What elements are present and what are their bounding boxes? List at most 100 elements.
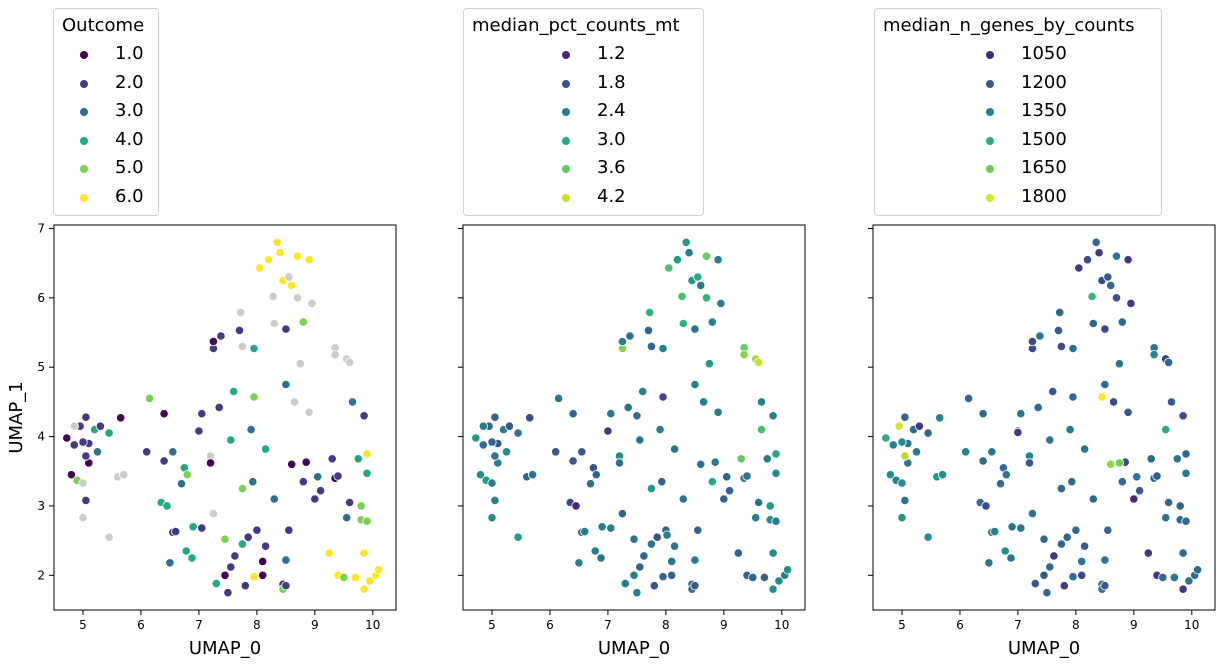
data-point [216, 331, 226, 341]
data-point [490, 412, 500, 422]
data-point [230, 551, 240, 561]
data-point [1056, 341, 1067, 351]
data-point [662, 530, 672, 540]
data-point [1082, 255, 1093, 265]
data-point [104, 532, 114, 542]
data-point [1161, 513, 1171, 523]
legend-marker [80, 79, 88, 88]
data-point [116, 413, 126, 423]
legend-marker [986, 108, 994, 116]
data-point [208, 508, 218, 519]
data-point [698, 397, 709, 407]
data-point [365, 576, 375, 586]
legend-marker [80, 165, 88, 173]
data-point [268, 291, 278, 302]
data-point [716, 298, 726, 308]
data-point [220, 534, 230, 544]
data-point [771, 516, 781, 526]
data-point [1007, 522, 1017, 532]
data-point [478, 421, 488, 431]
legend-label: 1800 [1021, 185, 1067, 207]
data-point [359, 584, 369, 594]
data-point [753, 497, 764, 508]
data-point [1033, 402, 1043, 412]
data-point [471, 433, 481, 443]
data-point [1027, 508, 1038, 519]
data-point [1109, 397, 1119, 407]
data-point [1091, 237, 1101, 247]
data-point [159, 456, 169, 466]
data-point [1062, 532, 1072, 542]
data-point [252, 525, 262, 535]
x-tick-label: 5 [898, 618, 906, 632]
data-point [678, 494, 688, 504]
data-point [1068, 343, 1078, 354]
data-point [281, 379, 291, 390]
data-point [1166, 397, 1177, 407]
data-point [162, 501, 172, 511]
y-tick-label: 7 [37, 221, 45, 235]
data-point [724, 486, 735, 496]
data-point [119, 470, 129, 480]
data-point [333, 471, 343, 481]
data-point [1027, 336, 1038, 347]
legend-marker [80, 108, 88, 116]
data-point [1024, 458, 1035, 468]
data-point [643, 325, 654, 335]
x-axis-label: UMAP_0 [598, 638, 670, 659]
data-point [69, 440, 79, 450]
data-point [269, 494, 279, 504]
data-point [690, 324, 700, 334]
legend-marker [562, 136, 570, 145]
data-point [145, 393, 155, 403]
data-point [1129, 494, 1139, 504]
data-point [81, 451, 91, 461]
data-point [981, 501, 991, 511]
x-tick-label: 8 [662, 618, 670, 632]
data-point [248, 477, 258, 487]
data-point [205, 458, 216, 468]
data-point [284, 272, 294, 282]
x-tick-label: 9 [311, 618, 319, 632]
data-point [748, 572, 758, 583]
x-tick-label: 6 [956, 618, 964, 632]
data-point [1042, 588, 1052, 598]
data-point [1123, 407, 1133, 417]
data-point [639, 551, 649, 561]
data-point [597, 522, 607, 532]
data-point [603, 426, 613, 436]
data-point [1149, 350, 1159, 360]
x-tick-label: 5 [488, 618, 496, 632]
data-point [211, 578, 221, 589]
data-point [260, 444, 271, 454]
data-point [978, 409, 988, 419]
data-point [1074, 263, 1084, 273]
y-axis-label: UMAP_1 [6, 381, 27, 453]
data-point [591, 470, 601, 480]
legend-title: median_n_genes_by_counts [883, 15, 1135, 36]
x-tick-label: 10 [365, 618, 380, 632]
data-point [310, 494, 320, 504]
data-point [580, 526, 590, 537]
legend-label: 5.0 [115, 157, 144, 178]
axes-frame [53, 224, 397, 611]
data-point [298, 477, 308, 487]
data-point [298, 317, 308, 327]
data-point [1006, 553, 1016, 563]
data-point [187, 553, 197, 563]
data-point [307, 298, 317, 308]
data-point [104, 428, 114, 438]
data-point [553, 393, 564, 403]
data-point [645, 307, 655, 317]
data-point [782, 565, 793, 575]
data-point [194, 426, 204, 436]
data-point [923, 532, 933, 542]
data-point [237, 341, 247, 351]
data-point [1100, 555, 1110, 565]
legend-title: median_pct_counts_mt [472, 15, 680, 36]
scatter-panel-1: 5 6 7 8 9 10 2 3 4 5 6 7 UMAP_0 UMAP_1 [6, 221, 397, 659]
data-point [1175, 501, 1185, 511]
data-point [359, 548, 369, 558]
x-tick-label: 7 [604, 618, 612, 632]
data-point [1100, 581, 1110, 591]
